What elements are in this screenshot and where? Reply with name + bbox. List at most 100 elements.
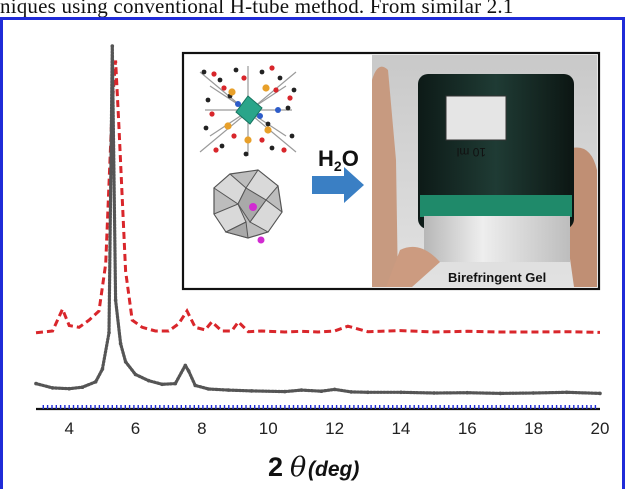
photo-label: Birefringent Gel <box>448 270 546 285</box>
baseline-tick <box>241 405 243 409</box>
baseline-tick <box>189 405 191 409</box>
baseline-tick <box>594 405 597 409</box>
series-2-point <box>50 386 55 390</box>
baseline-tick <box>530 405 532 409</box>
baseline-tick <box>452 405 454 409</box>
baseline-tick <box>42 405 44 409</box>
baseline-tick <box>59 405 62 409</box>
series-2-point <box>366 390 370 395</box>
vial-glass <box>424 216 570 262</box>
baseline-tick <box>215 405 217 409</box>
baseline-tick <box>64 405 66 409</box>
baseline-tick <box>301 405 303 409</box>
baseline-tick <box>409 405 411 409</box>
baseline-tick <box>249 405 252 409</box>
series-2-point <box>332 387 337 392</box>
baseline-tick <box>133 405 135 409</box>
x-tick-label: 20 <box>591 419 610 438</box>
baseline-tick <box>103 405 105 409</box>
baseline-tick <box>473 405 476 409</box>
baseline-tick <box>68 405 70 409</box>
vial-window <box>445 95 507 141</box>
series-2-point <box>107 331 111 335</box>
series-2-point <box>349 390 354 394</box>
baseline-tick <box>404 405 407 409</box>
baseline-tick <box>46 405 49 409</box>
baseline-tick <box>150 405 152 409</box>
baseline-tick <box>422 405 424 409</box>
baseline-tick <box>262 405 264 409</box>
series-2-point <box>226 388 231 392</box>
baseline-tick <box>163 405 165 409</box>
x-tick-label: 6 <box>131 419 140 438</box>
x-tick-label: 14 <box>391 419 410 438</box>
baseline-tick <box>348 405 351 409</box>
inset-figure: H2O <box>181 51 601 291</box>
baseline-tick <box>206 405 208 409</box>
series-1-line <box>35 60 601 335</box>
x-axis-label-number: 2 <box>268 452 283 482</box>
baseline-tick <box>590 405 592 409</box>
series-2-point <box>193 383 197 388</box>
series-2-point <box>465 390 470 395</box>
baseline-tick <box>344 405 346 409</box>
baseline-tick <box>491 405 493 409</box>
baseline-tick <box>547 405 549 409</box>
baseline-tick <box>370 405 372 409</box>
series-2-point <box>160 382 164 387</box>
baseline-tick <box>335 405 338 409</box>
series-2-point <box>67 386 71 391</box>
baseline-tick <box>417 405 420 409</box>
baseline-tick <box>353 405 355 409</box>
baseline-tick <box>586 405 588 409</box>
baseline-tick <box>245 405 247 409</box>
baseline-tick <box>197 405 200 409</box>
baseline-tick <box>517 405 519 409</box>
x-tick-labels: 4 6 8 10 12 14 16 18 20 <box>64 419 609 438</box>
baseline-tick <box>137 405 139 409</box>
baseline-tick <box>430 405 433 409</box>
baseline-tick <box>439 405 441 409</box>
baseline-tick <box>90 405 92 409</box>
baseline-tick-marks <box>42 405 597 409</box>
series-2-point <box>34 381 38 386</box>
baseline-tick <box>392 405 394 409</box>
baseline-tick <box>495 405 497 409</box>
series-layer <box>34 44 602 396</box>
series-2-point <box>133 372 138 377</box>
baseline-tick <box>435 405 437 409</box>
x-axis-label: 2 θ (deg) <box>268 452 359 483</box>
baseline-tick <box>577 405 579 409</box>
molecular-framework-icon <box>196 64 300 160</box>
baseline-tick <box>521 405 523 409</box>
baseline-tick <box>499 405 502 409</box>
baseline-tick <box>461 405 463 409</box>
baseline-tick <box>55 405 57 409</box>
x-tick-label: 18 <box>524 419 543 438</box>
baseline-tick <box>396 405 398 409</box>
baseline-tick <box>413 405 415 409</box>
reaction-label-o: O <box>342 146 359 171</box>
baseline-tick <box>51 405 53 409</box>
baseline-tick <box>254 405 256 409</box>
baseline-tick <box>310 405 312 409</box>
series-2-point <box>110 44 115 48</box>
baseline-tick <box>469 405 471 409</box>
baseline-tick <box>180 405 182 409</box>
x-tick-label: 12 <box>325 419 344 438</box>
baseline-tick <box>512 405 515 409</box>
baseline-tick <box>116 405 118 409</box>
baseline-tick <box>538 405 540 409</box>
baseline-tick <box>94 405 96 409</box>
baseline-tick <box>124 405 126 409</box>
baseline-tick <box>98 405 101 409</box>
baseline-tick <box>193 405 195 409</box>
baseline-tick <box>85 405 88 409</box>
baseline-tick <box>77 405 79 409</box>
baseline-tick <box>141 405 144 409</box>
baseline-tick <box>228 405 230 409</box>
baseline-tick <box>172 405 174 409</box>
series-2-point <box>93 380 98 384</box>
baseline-tick <box>568 405 571 409</box>
baseline-tick <box>560 405 562 409</box>
